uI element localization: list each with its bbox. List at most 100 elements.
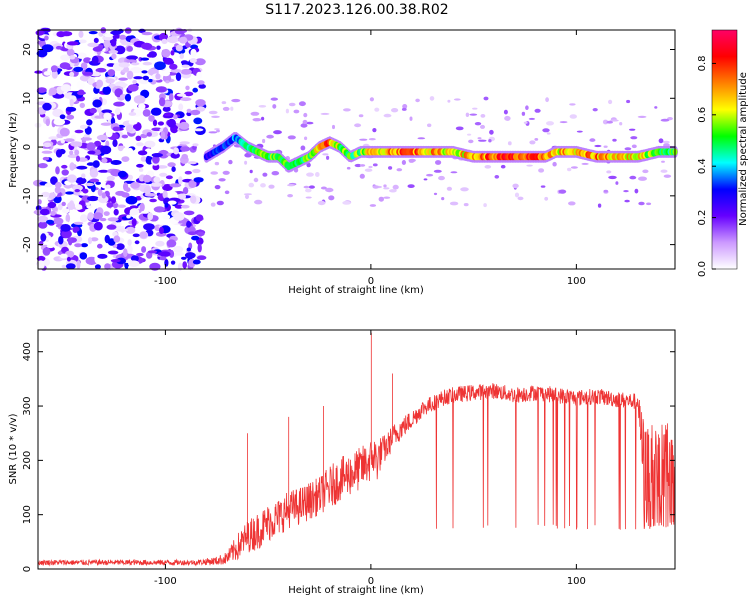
noise-cell	[35, 205, 42, 211]
noise-cell	[187, 231, 197, 236]
noise-cell	[170, 50, 175, 56]
noise-cell	[74, 189, 81, 193]
noise-cell	[427, 123, 432, 128]
noise-cell	[107, 238, 116, 246]
noise-cell	[433, 169, 442, 173]
noise-cell	[423, 178, 428, 181]
y-tick-label: 0	[22, 144, 33, 150]
noise-cell	[180, 146, 191, 152]
noise-cell	[504, 115, 511, 121]
noise-cell	[480, 124, 485, 129]
colorbar-gradient	[711, 29, 738, 270]
noise-cell	[154, 61, 166, 70]
noise-cell	[116, 228, 129, 232]
noise-cell	[167, 162, 176, 168]
noise-cell	[631, 144, 637, 149]
noise-cell	[164, 113, 172, 117]
noise-cell	[429, 96, 435, 101]
y-tick-label: 20	[22, 43, 33, 56]
noise-cell	[192, 145, 197, 151]
noise-cell	[80, 137, 93, 141]
noise-cell	[308, 185, 315, 189]
noise-cell	[97, 253, 108, 259]
noise-cell	[469, 113, 478, 116]
noise-cell	[152, 155, 160, 164]
noise-cell	[646, 202, 652, 206]
noise-cell	[638, 201, 645, 206]
noise-cell	[141, 31, 153, 36]
y-tick-label: 100	[22, 505, 33, 524]
noise-cell	[144, 140, 156, 148]
noise-cell	[59, 114, 66, 120]
noise-cell	[372, 128, 377, 133]
noise-cell	[500, 164, 506, 169]
noise-cell	[126, 55, 138, 60]
noise-cell	[359, 138, 368, 141]
noise-cell	[76, 165, 88, 170]
noise-cell	[54, 186, 61, 194]
noise-cell	[97, 154, 102, 160]
noise-cell	[193, 117, 203, 125]
noise-cell	[193, 177, 204, 183]
noise-cell	[121, 192, 130, 198]
noise-cell	[173, 147, 180, 155]
noise-cell	[192, 143, 199, 147]
noise-cell	[110, 30, 122, 36]
noise-cell	[174, 252, 185, 256]
noise-cell	[306, 121, 314, 125]
noise-cell	[342, 201, 351, 205]
noise-cell	[126, 245, 133, 254]
noise-cell	[268, 184, 275, 189]
colorbar-tick-label: 0.4	[697, 158, 708, 174]
noise-cell	[124, 27, 132, 34]
noise-cell	[303, 185, 310, 189]
noise-cell	[43, 71, 51, 76]
noise-cell	[117, 170, 127, 178]
noise-cell	[326, 155, 330, 160]
noise-cell	[58, 235, 64, 245]
noise-cell	[483, 203, 487, 208]
noise-cell	[529, 140, 536, 145]
noise-cell	[287, 184, 296, 187]
noise-cell	[391, 108, 399, 113]
y-tick-label: 10	[22, 92, 33, 105]
noise-cell	[262, 172, 268, 177]
noise-cell	[40, 233, 47, 242]
noise-cell	[89, 107, 97, 114]
noise-cell	[51, 70, 58, 79]
noise-cell	[111, 53, 117, 60]
noise-cell	[66, 41, 79, 46]
noise-cell	[523, 121, 528, 124]
noise-cell	[383, 196, 391, 199]
colorbar-tick-label: 0.6	[697, 107, 708, 123]
colorbar-label: Normalized spectral amplitude	[738, 72, 749, 226]
noise-cell	[107, 69, 116, 77]
noise-cell	[162, 190, 168, 199]
noise-cell	[46, 219, 54, 225]
noise-cell	[190, 109, 201, 116]
noise-cell	[85, 182, 95, 187]
noise-cell	[138, 103, 146, 110]
noise-cell	[567, 167, 572, 172]
x-tick-label: 0	[368, 576, 374, 587]
noise-cell	[126, 70, 134, 80]
noise-cell	[95, 67, 107, 73]
noise-cell	[60, 54, 71, 61]
noise-cell	[170, 69, 183, 73]
noise-cell	[663, 174, 672, 178]
noise-cell	[150, 107, 162, 116]
noise-cell	[185, 85, 190, 91]
noise-cell	[545, 97, 549, 103]
noise-cell	[81, 173, 86, 179]
noise-cell	[98, 169, 109, 173]
noise-cell	[358, 114, 364, 118]
noise-cell	[79, 252, 88, 260]
noise-cell	[273, 130, 282, 135]
noise-cell	[528, 117, 536, 120]
noise-cell	[69, 162, 75, 171]
noise-cell	[435, 160, 442, 165]
noise-cell	[55, 45, 63, 50]
snr-x-ticks: -100 0 100	[154, 330, 586, 587]
noise-cell	[100, 145, 112, 155]
noise-cell	[166, 36, 179, 44]
